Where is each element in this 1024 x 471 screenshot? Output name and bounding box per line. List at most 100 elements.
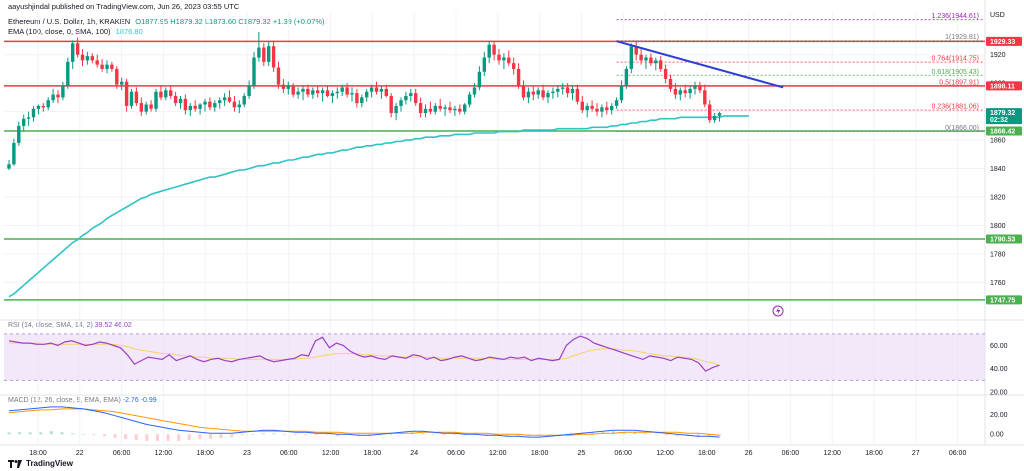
grid	[0, 0, 1024, 446]
candle-body	[36, 105, 41, 109]
candle-body	[203, 101, 207, 105]
price-tag-label: 1747.75	[990, 297, 1015, 304]
price-tag-sub: 02:32	[990, 117, 1008, 124]
candle-body	[222, 97, 227, 101]
candle-body	[12, 142, 16, 165]
candle-body	[281, 84, 286, 89]
candle-body	[477, 71, 482, 88]
time-tick: 18:00	[196, 450, 214, 457]
rsi-pane: 20.00 40.00 60.00	[4, 333, 1008, 397]
price-tick: 1920	[990, 52, 1006, 59]
candle-body	[683, 90, 687, 94]
candle-body	[115, 68, 119, 85]
trendline[interactable]	[616, 40, 784, 89]
rsi-signal-line	[9, 342, 720, 366]
time-tick: 18:00	[531, 450, 549, 457]
macd-histogram-bar	[18, 432, 22, 435]
price-tag	[986, 36, 1022, 46]
macd-histogram-bar	[145, 434, 149, 442]
candle-body	[595, 108, 599, 112]
footer-brand-text: TradingView	[26, 459, 73, 468]
candle-body	[208, 101, 212, 108]
price-tick: 1840	[990, 166, 1006, 173]
candle-body	[614, 100, 619, 106]
candle-body	[423, 108, 428, 114]
candle-body	[448, 107, 452, 111]
macd-histogram-bar	[39, 432, 43, 435]
candle-body	[561, 87, 565, 89]
time-tick: 12:00	[489, 450, 507, 457]
price-tag-label: 1866.42	[990, 128, 1015, 135]
price-tag	[986, 234, 1022, 244]
price-tick: 1780	[990, 251, 1006, 258]
candle-body	[565, 87, 570, 94]
macd-histogram-bar	[208, 434, 212, 440]
candle-body	[668, 78, 673, 89]
rsi-tick: 40.00	[990, 366, 1008, 373]
rsi-values: 39.52 46.02	[94, 322, 132, 329]
time-tick: 06:00	[113, 450, 131, 457]
candle-body	[188, 105, 192, 111]
candle-body	[418, 103, 423, 114]
candle-body	[139, 103, 143, 112]
candle-body	[624, 68, 629, 87]
candle-body	[600, 107, 604, 112]
macd-histogram-bar	[654, 434, 658, 435]
candle-body	[458, 108, 462, 112]
price-tag	[986, 81, 1022, 91]
macd-histogram-bar	[696, 434, 700, 438]
macd-histogram-bar	[304, 434, 308, 436]
candle-body	[546, 93, 550, 98]
time-tick: 25	[578, 450, 586, 457]
candle-body	[605, 107, 609, 111]
macd-line	[8, 406, 720, 438]
ema-value: 1876.80	[115, 27, 143, 36]
time-tick: 06:00	[782, 450, 800, 457]
rsi-tick: 20.00	[990, 390, 1008, 397]
candle-body	[590, 105, 594, 109]
tradingview-logo-icon	[8, 459, 22, 468]
candle-body	[487, 44, 491, 58]
candle-body	[541, 90, 545, 98]
candle-body	[703, 90, 707, 105]
candle-body	[105, 64, 109, 69]
candle-body	[61, 86, 65, 98]
candle-body	[365, 91, 369, 98]
candle-body	[610, 105, 614, 111]
price-tick: 1860	[990, 138, 1006, 145]
candle-body	[110, 64, 114, 69]
candle-body	[71, 43, 75, 62]
macd-histogram-bar	[505, 434, 509, 437]
fib-label: 1(1929.81)	[945, 34, 979, 41]
candle-body	[178, 98, 183, 104]
time-tick: 06:00	[949, 450, 967, 457]
candle-body	[502, 57, 506, 61]
candle-body	[399, 100, 403, 106]
candle-body	[149, 104, 153, 109]
candle-body	[262, 47, 266, 62]
candles	[7, 31, 722, 170]
publisher-line: aayushjindal published on TradingView.co…	[8, 2, 240, 11]
time-tick: 12:00	[656, 450, 674, 457]
candle-body	[507, 57, 511, 64]
candle-body	[26, 117, 31, 119]
candle-body	[409, 93, 413, 96]
candle-body	[46, 100, 50, 108]
candle-body	[335, 91, 339, 94]
macd-histogram-bar	[7, 432, 11, 435]
macd-histogram-bar	[622, 432, 626, 435]
candle-body	[404, 95, 408, 101]
candle-body	[453, 108, 457, 111]
candle-body	[438, 105, 442, 109]
candle-body	[414, 93, 418, 104]
candle-body	[213, 103, 217, 108]
time-tick: 06:00	[280, 450, 298, 457]
candle-body	[41, 105, 45, 108]
macd-histogram-bar	[643, 433, 647, 435]
macd-histogram-bar	[60, 432, 64, 435]
candle-body	[129, 91, 134, 106]
macd-histogram-bar	[49, 431, 53, 435]
candle-body	[708, 104, 712, 121]
candle-body	[90, 56, 94, 61]
